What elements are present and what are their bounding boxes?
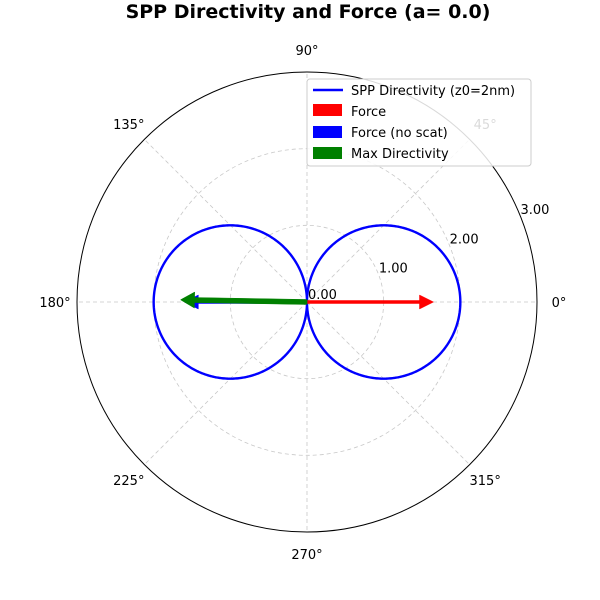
- legend: SPP Directivity (z0=2nm) Force Force (no…: [306, 78, 532, 167]
- radial-tick-label: 3.00: [520, 203, 549, 218]
- radial-tick-label: 0.00: [308, 288, 337, 303]
- polar-frame: [76, 71, 538, 533]
- angular-gridline-135: [144, 139, 308, 303]
- angular-tick-label: 225°: [113, 474, 144, 489]
- angular-tick-label: 180°: [39, 296, 70, 311]
- legend-label-force-no-scat: Force (no scat): [351, 126, 448, 141]
- chart-title: SPP Directivity and Force (a= 0.0): [126, 1, 491, 23]
- spp-directivity-curve: [152, 224, 462, 380]
- angular-tick-label: 0°: [552, 296, 567, 311]
- legend-label-force: Force: [351, 105, 386, 120]
- radial-tick-label: 1.00: [379, 262, 408, 277]
- angular-tick-label: 135°: [113, 118, 144, 133]
- legend-swatch-force: [313, 104, 342, 116]
- max-directivity-arrow: [180, 291, 308, 309]
- angular-tick-label: 315°: [470, 474, 501, 489]
- legend-swatch-force-no-scat: [313, 126, 342, 138]
- legend-label-max-directivity: Max Directivity: [351, 147, 449, 162]
- angular-gridline-225: [144, 301, 308, 465]
- legend-swatch-max-directivity: [313, 147, 342, 159]
- force-arrow: [306, 294, 435, 310]
- legend-label-spp-directivity: SPP Directivity (z0=2nm): [351, 84, 515, 99]
- legend-frame: [306, 78, 532, 167]
- radial-tick-label: 2.00: [450, 232, 479, 247]
- angular-tick-label: 90°: [295, 44, 318, 59]
- angular-tick-label: 270°: [291, 548, 322, 563]
- plot-area: [152, 224, 462, 380]
- angular-gridline-315: [306, 301, 470, 465]
